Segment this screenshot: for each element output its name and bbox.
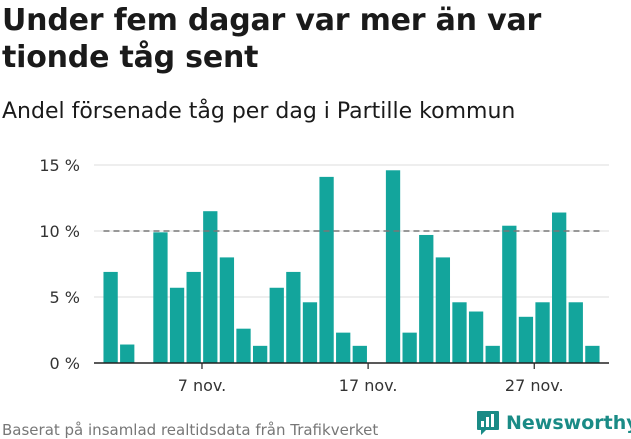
chart-title: Under fem dagar var mer än var tionde tå… bbox=[2, 3, 542, 75]
bar bbox=[419, 234, 434, 363]
bar bbox=[485, 345, 500, 363]
bar bbox=[568, 302, 583, 363]
brand-logo: Newsworthy bbox=[476, 409, 631, 437]
y-tick-label: 5 % bbox=[50, 288, 80, 307]
x-tick-label: 7 nov. bbox=[178, 376, 227, 395]
source-note: Baserat på insamlad realtidsdata från Tr… bbox=[2, 421, 379, 439]
bar bbox=[468, 311, 484, 363]
bar bbox=[103, 271, 118, 363]
bar bbox=[336, 332, 351, 363]
bar bbox=[252, 345, 268, 363]
chart-subtitle: Andel försenade tåg per dag i Partille k… bbox=[2, 99, 516, 124]
y-tick-label: 0 % bbox=[50, 354, 80, 373]
x-tick-label: 17 nov. bbox=[339, 376, 398, 395]
x-tick-label: 27 nov. bbox=[505, 376, 564, 395]
bar bbox=[186, 271, 201, 363]
bar bbox=[120, 344, 135, 363]
bar bbox=[502, 225, 517, 363]
brand-name: Newsworthy bbox=[506, 412, 631, 434]
bar bbox=[402, 332, 417, 363]
y-tick-label: 15 % bbox=[39, 156, 80, 175]
bar bbox=[169, 287, 185, 363]
newsworthy-logo-icon bbox=[477, 411, 499, 435]
bar bbox=[319, 176, 334, 363]
bar bbox=[219, 257, 235, 363]
bar bbox=[518, 316, 534, 363]
bar bbox=[385, 170, 401, 363]
bar bbox=[203, 211, 218, 363]
bar bbox=[585, 345, 600, 363]
bar bbox=[452, 302, 467, 363]
bar bbox=[286, 271, 301, 363]
bar bbox=[236, 328, 251, 363]
y-tick-label: 10 % bbox=[39, 222, 80, 241]
bar bbox=[302, 302, 318, 363]
bar bbox=[352, 345, 367, 363]
bar bbox=[552, 212, 567, 363]
bar bbox=[269, 287, 284, 363]
bar bbox=[153, 232, 168, 363]
bar bbox=[535, 302, 550, 363]
bar bbox=[435, 257, 451, 363]
